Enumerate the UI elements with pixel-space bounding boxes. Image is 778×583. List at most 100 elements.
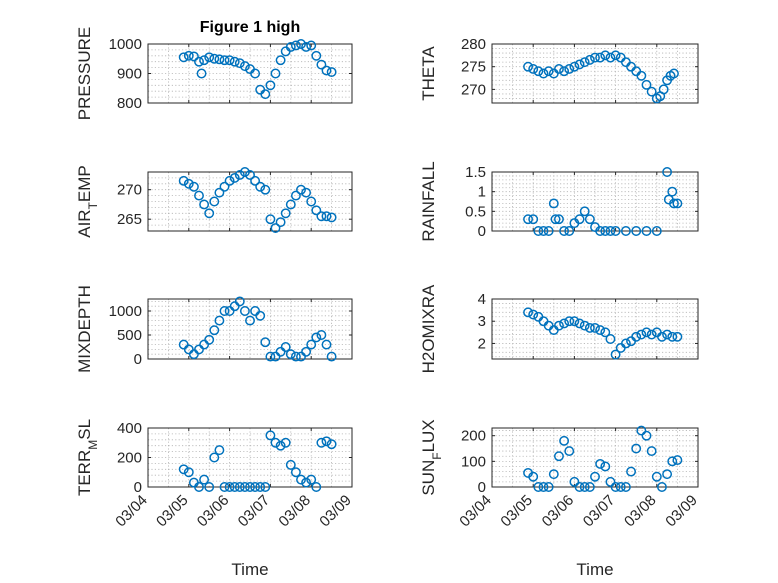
data-point <box>559 226 570 236</box>
axes-box <box>147 171 353 232</box>
data-point <box>569 316 580 327</box>
data-point <box>229 301 240 312</box>
data-point <box>311 482 322 492</box>
y-axis-label: THETA <box>419 46 438 101</box>
data-point <box>579 482 590 492</box>
y-tick-label: 1000 <box>109 36 142 53</box>
data-point <box>554 320 564 331</box>
x-tick-label: 03/06 <box>539 492 578 531</box>
y-tick-label: 275 <box>461 59 486 76</box>
data-point <box>301 42 312 52</box>
data-point <box>626 466 636 477</box>
plot-title: Figure 1 high <box>200 19 300 36</box>
data-point <box>199 55 210 66</box>
data-point <box>270 68 281 79</box>
data-point <box>579 57 590 68</box>
data-point <box>183 50 194 61</box>
data-point <box>620 482 631 492</box>
data-point <box>626 336 636 347</box>
data-point <box>548 68 559 79</box>
data-point <box>255 310 266 321</box>
data-point <box>523 214 533 225</box>
data-point <box>574 214 585 225</box>
axes-box <box>491 427 699 488</box>
data-point <box>290 40 301 51</box>
data-series <box>178 167 337 234</box>
data-point <box>326 439 337 450</box>
data-point <box>595 458 606 469</box>
data-point <box>316 437 327 448</box>
data-point <box>631 331 642 342</box>
x-axis-label: Time <box>231 560 268 579</box>
data-point <box>214 315 225 326</box>
data-point <box>574 318 585 329</box>
x-tick-label: 03/04 <box>456 492 495 531</box>
data-point <box>280 208 291 219</box>
data-point <box>528 471 539 482</box>
y-tick-label: 500 <box>117 327 142 344</box>
data-point <box>250 175 261 186</box>
subplot-6: 2 3 4 H2OMIXRA <box>419 284 699 373</box>
data-point <box>265 430 276 441</box>
data-point <box>641 79 652 90</box>
grid <box>147 171 353 232</box>
data-point <box>662 469 673 480</box>
data-point <box>605 476 616 487</box>
data-point <box>579 320 590 331</box>
y-tick-label: 280 <box>461 36 486 53</box>
data-point <box>301 346 312 357</box>
data-point <box>646 329 657 340</box>
data-point <box>636 425 647 436</box>
axes-box <box>147 298 353 360</box>
data-point <box>199 474 210 485</box>
data-point <box>564 64 575 74</box>
data-series <box>178 39 337 100</box>
data-point <box>204 208 215 219</box>
data-point <box>178 339 189 350</box>
data-series <box>523 425 683 492</box>
data-point <box>569 476 580 487</box>
data-point <box>326 67 337 77</box>
data-point <box>178 464 189 475</box>
data-point <box>224 175 235 186</box>
data-point <box>219 482 230 492</box>
data-point <box>646 86 657 97</box>
data-point <box>306 474 317 485</box>
data-point <box>610 482 621 492</box>
data-point <box>559 66 570 77</box>
data-point <box>224 55 235 66</box>
data-point <box>533 311 544 322</box>
data-point <box>636 70 647 81</box>
y-tick-label: 400 <box>117 420 142 437</box>
subplot-5: 0 500 1000 MIXDEPTH <box>75 285 353 373</box>
grid <box>147 299 353 360</box>
data-point <box>234 170 245 180</box>
data-point <box>214 54 225 65</box>
data-point <box>290 190 301 201</box>
data-point <box>554 451 564 462</box>
data-point <box>270 437 281 448</box>
data-point <box>550 214 561 225</box>
data-point <box>326 212 337 223</box>
data-point <box>219 181 230 192</box>
data-point <box>239 61 250 72</box>
data-point <box>188 181 199 192</box>
y-axis-label: RAINFALL <box>419 161 438 241</box>
y-axis-label: TERRMSL <box>75 419 100 496</box>
data-point <box>543 320 554 331</box>
grid <box>491 298 699 359</box>
subplot-3: 265 270 AIRTEMP <box>75 165 353 238</box>
data-point <box>245 315 255 326</box>
y-axis-label: MIXDEPTH <box>75 285 94 373</box>
data-point <box>196 68 207 79</box>
data-point <box>321 211 332 222</box>
data-point <box>620 338 631 349</box>
subplot-4: 0 0.5 1 1.5 RAINFALL <box>419 161 699 242</box>
data-point <box>296 39 306 49</box>
data-point <box>265 351 276 362</box>
data-point <box>600 50 611 61</box>
data-point <box>270 351 281 362</box>
data-point <box>610 226 621 236</box>
data-series <box>523 307 683 360</box>
